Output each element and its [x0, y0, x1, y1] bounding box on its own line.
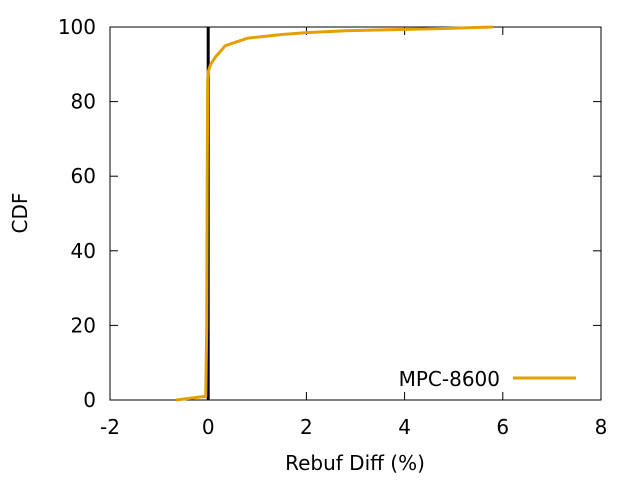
y-axis-label: CDF	[8, 193, 32, 234]
y-tick-label: 0	[83, 388, 96, 412]
legend-entry-label: MPC-8600	[399, 367, 500, 391]
tick-marks	[109, 26, 602, 401]
legend: MPC-8600	[399, 367, 576, 391]
plot-lines	[176, 25, 494, 402]
x-tick-label: 6	[496, 415, 509, 439]
x-tick-label: 2	[300, 415, 313, 439]
x-tick-label: -2	[100, 415, 120, 439]
x-tick-label: 0	[202, 415, 215, 439]
x-tick-label: 4	[398, 415, 411, 439]
y-tick-label: 100	[58, 15, 96, 39]
y-tick-label: 80	[71, 90, 96, 114]
y-tick-label: 20	[71, 313, 96, 337]
series-line	[176, 25, 494, 402]
x-tick-label: 8	[595, 415, 608, 439]
x-axis-label: Rebuf Diff (%)	[285, 451, 425, 475]
y-tick-label: 60	[71, 164, 96, 188]
plot-frame	[109, 26, 602, 401]
y-tick-label: 40	[71, 239, 96, 263]
